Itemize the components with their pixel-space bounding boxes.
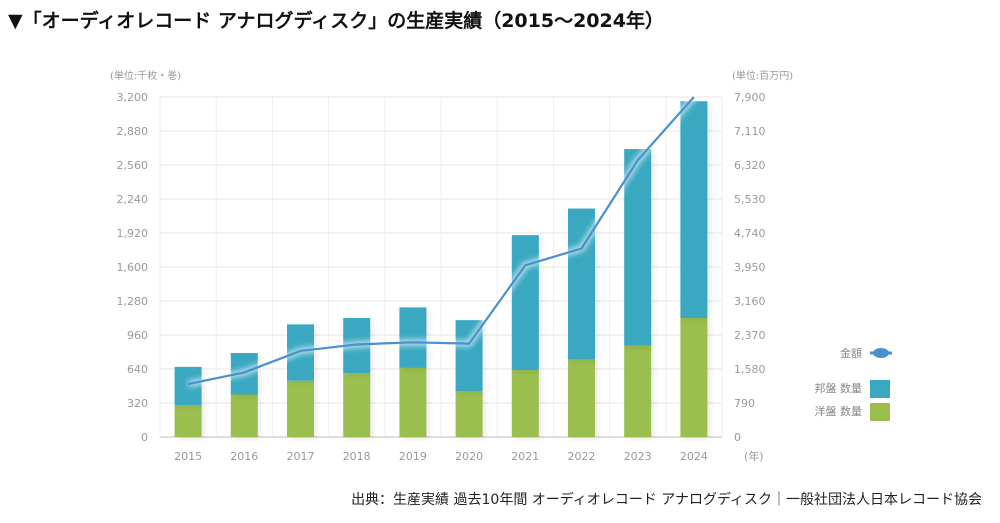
left-tick-label: 3,200 [117,91,149,104]
right-tick-label: 3,950 [734,261,766,274]
bar-foreign [568,359,595,437]
left-tick-label: 2,240 [117,193,149,206]
bar-domestic [511,235,539,371]
x-tick-label: 2022 [568,450,596,463]
left-tick-label: 1,920 [117,227,149,240]
axes: 0 0 320 790 640 1,580 960 2,370 1,280 3,160 1,600 3… [110,69,793,463]
bar-foreign [230,394,258,437]
right-tick-label: 1,580 [734,363,766,376]
right-tick-label: 6,320 [734,159,766,172]
x-tick-label: 2015 [174,450,202,463]
x-tick-label: 2017 [287,450,315,463]
bar-foreign [343,373,371,437]
legend-label-amount: 金額 [840,346,862,360]
bar-foreign [399,367,427,437]
right-tick-label: 5,530 [734,193,766,206]
right-tick-label: 7,110 [734,125,766,138]
amount-line-path [187,96,695,386]
left-tick-label: 2,560 [117,159,149,172]
x-tick-label: 2019 [399,450,427,463]
grid [159,96,723,438]
bar-domestic [174,366,202,406]
bar-foreign [287,380,314,437]
bar-foreign [680,318,708,437]
bar-foreign [174,405,202,437]
bar-domestic [399,307,427,368]
bars [174,101,711,439]
x-tick-label: 2018 [343,450,371,463]
right-tick-label: 4,740 [734,227,766,240]
left-tick-label: 960 [127,329,148,342]
x-tick-label: 2016 [230,450,258,463]
x-tick-label: 2024 [680,450,708,463]
x-tick-label: 2021 [511,450,539,463]
right-tick-label: 7,900 [734,91,766,104]
bar-domestic [624,149,652,346]
bar-foreign [511,370,539,437]
legend-marker-amount [873,348,889,358]
legend-label-domestic: 邦盤 数量 [815,382,863,395]
x-tick-label: 2020 [455,450,483,463]
right-tick-label: 790 [734,397,755,410]
left-tick-label: 320 [127,397,148,410]
bar-domestic [680,101,708,318]
bar-foreign [455,391,483,437]
x-tick-label: 2023 [624,450,652,463]
x-axis-unit: (年) [744,449,764,463]
left-tick-label: 1,600 [117,261,149,274]
right-tick-label: 3,160 [734,295,766,308]
right-tick-label: 0 [734,431,741,444]
left-tick-label: 0 [141,431,148,444]
bar-foreign [624,345,652,437]
amount-line [187,95,697,388]
left-axis-unit: (単位:千枚・巻) [110,69,181,82]
legend-label-foreign: 洋盤 数量 [815,404,863,418]
left-tick-label: 1,280 [117,295,149,308]
left-tick-label: 640 [127,363,148,376]
left-tick-label: 2,880 [117,125,149,138]
legend-swatch-domestic [870,380,890,398]
source-note: 出典：生産実績 過去10年間 オーディオレコード アナログディスク｜一般社団法人… [351,492,982,508]
legend-swatch-foreign [870,403,890,421]
page-title: ▼「オーディオレコード アナログディスク」の生産実績（2015〜2024年） [8,10,664,32]
right-tick-label: 2,370 [734,329,766,342]
right-axis-unit: (単位:百万円) [732,69,793,82]
